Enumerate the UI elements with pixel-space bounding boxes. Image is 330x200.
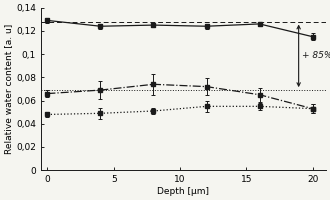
- Y-axis label: Relative water content [a. u]: Relative water content [a. u]: [4, 24, 13, 154]
- X-axis label: Depth [μm]: Depth [μm]: [157, 187, 209, 196]
- Text: + 85%: + 85%: [302, 51, 330, 60]
